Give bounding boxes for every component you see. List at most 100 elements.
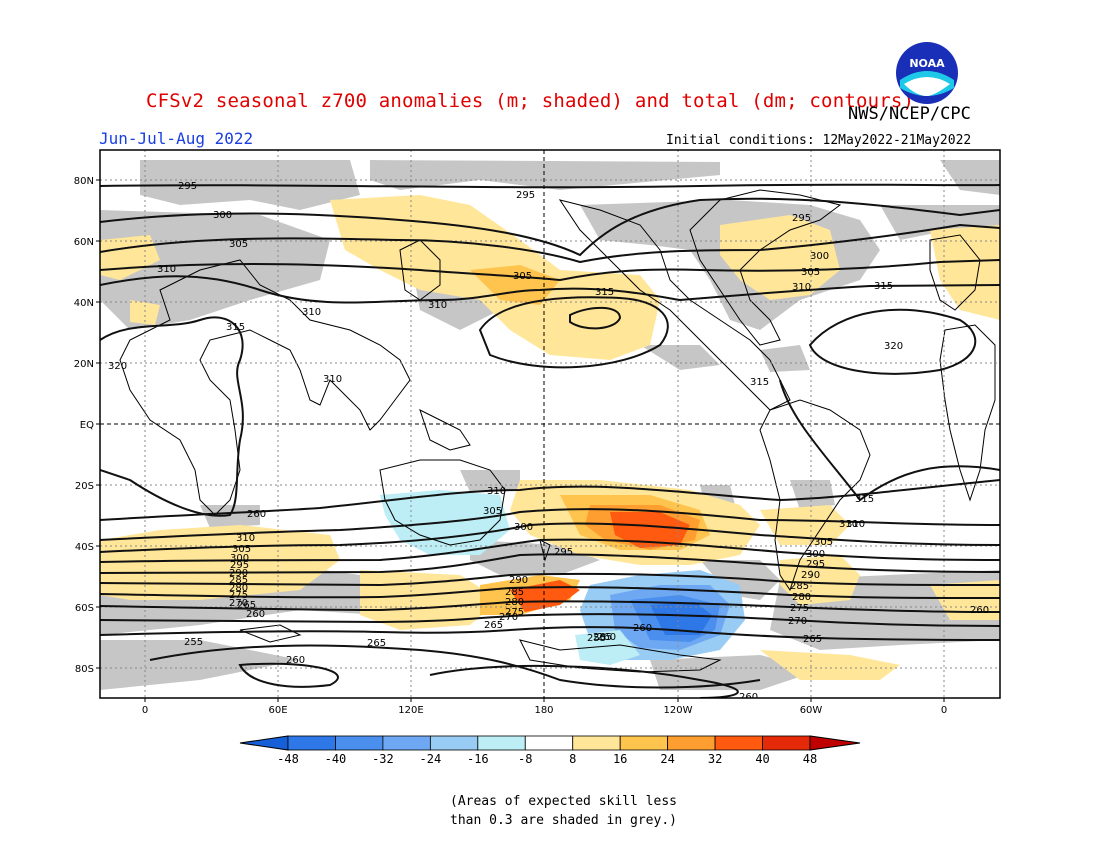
- contour-label: 310: [428, 300, 447, 311]
- contour-label: 310: [792, 282, 811, 293]
- contour-label: 295: [806, 559, 825, 570]
- lon-label: 0: [941, 705, 947, 716]
- contour-label: 260: [970, 605, 989, 616]
- colorbar-tick-label: -16: [467, 752, 489, 766]
- lat-label: 40S: [75, 542, 94, 553]
- contour-label: 255: [587, 633, 606, 644]
- lon-label: 0: [142, 705, 148, 716]
- contour-label: 270: [229, 598, 248, 609]
- noaa-logo-bird: [904, 77, 950, 96]
- contour-label: 305: [814, 537, 833, 548]
- lat-label: 60S: [75, 603, 94, 614]
- coastlines: [119, 189, 996, 673]
- colorbar-arrow-high: [809, 735, 861, 751]
- lon-label: 120E: [398, 705, 423, 716]
- lat-label: 20S: [75, 481, 94, 492]
- contour-label: 315: [595, 287, 614, 298]
- colorbar-tick-label: -8: [518, 752, 532, 766]
- contour-label: 300: [514, 522, 533, 533]
- lon-label: 120W: [664, 705, 693, 716]
- contour-label: 265: [237, 600, 256, 611]
- colorbar-box: [572, 735, 621, 751]
- contour-label: 285: [790, 581, 809, 592]
- lat-label: EQ: [80, 420, 94, 431]
- colorbar-tick-label: -48: [277, 752, 299, 766]
- contour-label: 315: [855, 494, 874, 505]
- contour-label: 275: [505, 607, 524, 618]
- contour-label: 295: [178, 181, 197, 192]
- contour-label: 310: [157, 264, 176, 275]
- colorbar-box: [714, 735, 763, 751]
- contour-label: 295: [516, 190, 535, 201]
- contour-label: 305: [229, 239, 248, 250]
- contour-label: 310: [839, 519, 858, 530]
- contour-label: 275: [229, 590, 248, 601]
- initial-conditions-label: Initial conditions: 12May2022-21May2022: [666, 133, 972, 148]
- contour-label: 265: [367, 638, 386, 649]
- colorbar-tick-label: -40: [325, 752, 347, 766]
- noaa-logo-text: NOAA: [909, 57, 945, 70]
- colorbar-box: [762, 735, 811, 751]
- lat-label: 60N: [74, 237, 94, 248]
- contour-label: 280: [792, 592, 811, 603]
- colorbar-box: [477, 735, 526, 751]
- colorbar-box: [429, 735, 479, 751]
- colorbar-box: [335, 735, 384, 751]
- contour-label: 260: [246, 609, 265, 620]
- lon-labels: 0 60E 120E 180 120W 60W 0: [142, 705, 947, 716]
- contour-label: 320: [884, 341, 903, 352]
- contour-label: 310: [846, 519, 865, 530]
- chart-title: CFSv2 seasonal z700 anomalies (m; shaded…: [146, 90, 915, 112]
- contour-label: 285: [229, 575, 248, 586]
- contour-label: 305: [232, 544, 251, 555]
- contour-label: 295: [230, 560, 249, 571]
- colorbar-tick-label: 8: [569, 752, 576, 766]
- contour-label: 290: [229, 568, 248, 579]
- lat-ticks: [96, 179, 100, 669]
- colorbar-box: [287, 735, 336, 751]
- contour-label: 265: [484, 620, 503, 631]
- contour-label: 305: [801, 267, 820, 278]
- lat-label: 20N: [74, 359, 94, 370]
- lon-label: 180: [534, 705, 553, 716]
- colorbar-tick-label: 24: [660, 752, 674, 766]
- height-contours: [100, 183, 1000, 698]
- lon-label: 60W: [800, 705, 823, 716]
- contour-label: 310: [487, 486, 506, 497]
- contour-label: 280: [229, 583, 248, 594]
- contour-label: 260: [633, 623, 652, 634]
- contour-label: 260: [286, 655, 305, 666]
- contour-label: 280: [505, 597, 524, 608]
- skill-note: (Areas of expected skill less than 0.3 a…: [450, 792, 677, 830]
- colorbar-arrow-low: [239, 735, 289, 751]
- contour-label: 285: [505, 587, 524, 598]
- contour-label: 310: [302, 307, 321, 318]
- contour-label: 305: [483, 506, 502, 517]
- agency-label: NWS/NCEP/CPC: [848, 104, 971, 124]
- contour-label: 320: [108, 361, 127, 372]
- contour-label: 260: [597, 632, 616, 643]
- colorbar: -48 -40 -32 -24 -16 -8 8 16 24 32 40 48: [239, 735, 861, 766]
- colorbar-tick-label: 40: [755, 752, 769, 766]
- contour-label: 265: [593, 632, 612, 643]
- contour-label: 290: [509, 575, 528, 586]
- skill-note-line-2: than 0.3 are shaded in grey.): [450, 813, 677, 828]
- colorbar-tick-label: 32: [708, 752, 722, 766]
- contour-label: 305: [513, 271, 532, 282]
- contour-label: 310: [236, 533, 255, 544]
- contour-label: 265: [803, 634, 822, 645]
- contour-label-layer: 295 295 295 300 300 305 305 305 310 310 …: [108, 181, 989, 698]
- lat-label: 40N: [74, 298, 94, 309]
- colorbar-tick-label: -24: [420, 752, 442, 766]
- contour-label: 290: [801, 570, 820, 581]
- shading-layer: 295 295 295 300 300 305 305 305 310 310 …: [100, 150, 1000, 698]
- contour-label: 270: [788, 616, 807, 627]
- contour-label: 295: [792, 213, 811, 224]
- colorbar-box: [382, 735, 431, 751]
- contour-label: 300: [213, 210, 232, 221]
- colorbar-tick-label: 16: [613, 752, 627, 766]
- contour-label: 300: [810, 251, 829, 262]
- lat-label: 80S: [75, 664, 94, 675]
- contour-label: 275: [790, 603, 809, 614]
- contour-label: 315: [226, 322, 245, 333]
